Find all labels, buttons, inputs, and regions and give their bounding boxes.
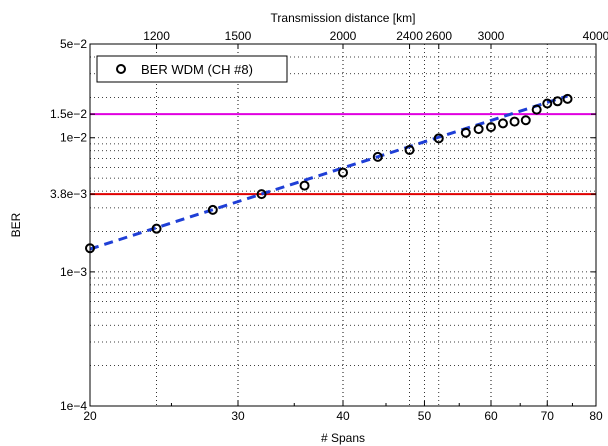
tick-labels: 20 30 40 50 60 70 80 1200 1500 2000 2400 2600 3000 40… [50,29,608,423]
data-point [338,167,348,178]
data-point [562,93,573,104]
data-point [485,122,496,133]
data-point [460,127,471,138]
x-tick-label: 50 [418,409,432,423]
data-point [497,118,508,129]
data-point [299,180,310,191]
data-points [85,93,573,254]
top-tick-label: 4000 [583,29,608,43]
top-tick-label: 2000 [330,29,357,43]
x-axis-label: # Spans [321,431,365,445]
y-tick-label: 1.5e−2 [50,107,87,121]
data-point [520,115,531,126]
data-point [552,96,563,107]
axis-ticks [89,43,597,407]
fit-line [89,94,569,251]
data-point [256,189,267,200]
x-tick-label: 40 [336,409,350,423]
top-tick-label: 1200 [143,29,170,43]
y-tick-label: 1e−4 [60,399,87,413]
y-tick-label: 1e−3 [60,265,87,279]
data-point [542,98,553,109]
data-point [473,124,484,135]
data-point [531,104,542,115]
data-point [151,223,162,234]
top-axis-label: Transmission distance [km] [271,11,416,25]
top-tick-label: 3000 [478,29,505,43]
y-tick-label: 1e−2 [60,131,87,145]
y-axis-label: BER [9,212,23,237]
data-point [433,133,444,144]
x-tick-label: 70 [541,409,555,423]
legend-marker-icon [116,64,126,74]
data-point [207,204,218,215]
data-point [509,116,520,127]
legend-entry: BER WDM (CH #8) [141,62,253,77]
legend: BER WDM (CH #8) [96,55,288,83]
x-tick-label: 30 [231,409,245,423]
x-tick-label: 20 [83,409,97,423]
data-point [372,151,383,162]
y-tick-label: 3.8e−3 [50,187,87,201]
fit-line-group [89,94,569,251]
x-tick-label: 80 [589,409,603,423]
data-point [404,145,415,156]
y-tick-label: 5e−2 [60,37,87,51]
x-tick-label: 60 [484,409,498,423]
top-tick-label: 2400 [396,29,423,43]
top-tick-label: 1500 [225,29,252,43]
reference-lines [90,113,596,196]
top-tick-label: 2600 [425,29,452,43]
legend-box [96,55,288,83]
